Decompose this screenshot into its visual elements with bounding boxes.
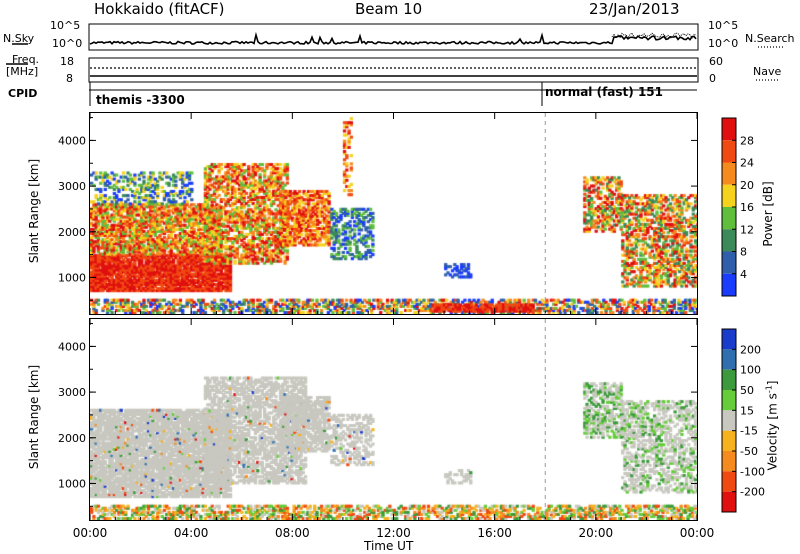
nsky-label: N.Sky — [3, 32, 35, 45]
power-colorbar-swatch — [722, 229, 736, 252]
velocity-ylabel: Slant Range [km] — [27, 364, 41, 470]
velocity-colorbar-swatch — [722, 451, 736, 472]
velocity-colorbar-swatch — [722, 349, 736, 370]
velocity-colorbar-label-text: Velocity [m s — [765, 393, 780, 471]
x-tick-label: 00:00 — [680, 526, 715, 540]
velocity-heatmap — [90, 319, 697, 520]
velocity-colorbar-swatch — [722, 390, 736, 411]
velocity-colorbar-tick-label: -15 — [740, 425, 758, 438]
freq-tick-top: 18 — [60, 55, 74, 68]
power-ylabel: Slant Range [km] — [27, 158, 41, 264]
power-colorbar-swatch — [722, 207, 736, 230]
power-colorbar-tick-label: 16 — [740, 201, 754, 214]
summary-panels — [6, 23, 784, 106]
freq-panel-frame — [88, 57, 699, 83]
power-colorbar-tick-label: 24 — [740, 157, 754, 170]
y-tick-label: 4000 — [58, 340, 86, 353]
power-colorbar-swatch — [722, 118, 736, 141]
cpid-program-2: normal (fast) 151 — [545, 85, 663, 99]
time-xlabel: Time UT — [364, 539, 414, 553]
y-tick-label: 2000 — [58, 226, 86, 239]
power-colorbar-frame — [721, 117, 737, 297]
nsearch-tick-bottom: 10^0 — [708, 37, 739, 50]
x-tick-label: 12:00 — [376, 526, 411, 540]
nsearch-label: N.Search — [745, 32, 795, 45]
y-tick-label: 1000 — [58, 477, 86, 490]
freq-tick-bottom: 8 — [66, 72, 73, 85]
power-heatmap — [90, 113, 697, 314]
velocity-colorbar-label: Velocity [m s-1] — [764, 380, 780, 471]
nsky-tick-bottom: 10^0 — [52, 37, 83, 50]
power-colorbar-tick-label: 8 — [740, 246, 747, 259]
velocity-colorbar-tick-label: 15 — [740, 404, 754, 417]
x-tick-label: 08:00 — [275, 526, 310, 540]
freq-label: Freq. — [12, 53, 40, 66]
freq-unit-label: [MHz] — [6, 65, 39, 78]
power-colorbar-tick-label: 20 — [740, 179, 754, 192]
power-plot-frame — [89, 112, 698, 315]
x-tick-label: 04:00 — [174, 526, 209, 540]
velocity-colorbar-label-exponent: -1 — [764, 385, 774, 394]
power-colorbar-swatch — [722, 140, 736, 163]
nsky-trace — [89, 31, 697, 45]
cpid-program-1: themis -3300 — [96, 93, 185, 107]
velocity-colorbar-frame — [721, 328, 737, 513]
nsearch-trace — [611, 32, 697, 39]
power-colorbar-swatch — [722, 273, 736, 296]
date-title: 23/Jan/2013 — [589, 0, 680, 18]
velocity-colorbar-swatch — [722, 410, 736, 431]
power-colorbar-tick-label: 28 — [740, 134, 754, 147]
velocity-colorbar-swatch — [722, 329, 736, 350]
cpid-label: CPID — [8, 87, 38, 100]
x-tick-label: 00:00 — [73, 526, 108, 540]
velocity-colorbar-tick-label: -100 — [740, 465, 765, 478]
nsky-panel-frame — [88, 23, 699, 51]
y-tick-label: 1000 — [58, 271, 86, 284]
power-colorbar-swatch — [722, 251, 736, 274]
power-colorbar-swatch — [722, 184, 736, 207]
velocity-colorbar-swatch — [722, 430, 736, 451]
x-tick-label: 20:00 — [579, 526, 614, 540]
velocity-plot-frame — [89, 318, 698, 521]
nave-label: Nave — [753, 65, 782, 78]
nsky-tick-top: 10^5 — [50, 19, 81, 32]
y-tick-label: 3000 — [58, 180, 86, 193]
station-title: Hokkaido (fitACF) — [94, 0, 225, 18]
velocity-colorbar-tick-label: 50 — [740, 384, 754, 397]
nave-tick-bottom: 0 — [709, 72, 716, 85]
velocity-colorbar-tick-label: 200 — [740, 343, 761, 356]
velocity-colorbar-swatch — [722, 471, 736, 492]
power-colorbar-tick-label: 4 — [740, 268, 747, 281]
velocity-colorbar-tick-label: -50 — [740, 445, 758, 458]
y-tick-label: 4000 — [58, 134, 86, 147]
y-tick-label: 2000 — [58, 432, 86, 445]
power-colorbar-tick-label: 12 — [740, 223, 754, 236]
velocity-colorbar-swatch — [722, 491, 736, 512]
power-colorbar-label: Power [dB] — [761, 181, 775, 247]
nsearch-tick-top: 10^5 — [708, 19, 739, 32]
nave-tick-top: 60 — [709, 55, 723, 68]
velocity-colorbar-swatch — [722, 369, 736, 390]
y-tick-label: 3000 — [58, 386, 86, 399]
velocity-colorbar-tick-label: -200 — [740, 486, 765, 499]
x-tick-label: 16:00 — [477, 526, 512, 540]
velocity-colorbar-tick-label: 100 — [740, 364, 761, 377]
power-colorbar-swatch — [722, 162, 736, 185]
beam-title: Beam 10 — [355, 0, 423, 18]
